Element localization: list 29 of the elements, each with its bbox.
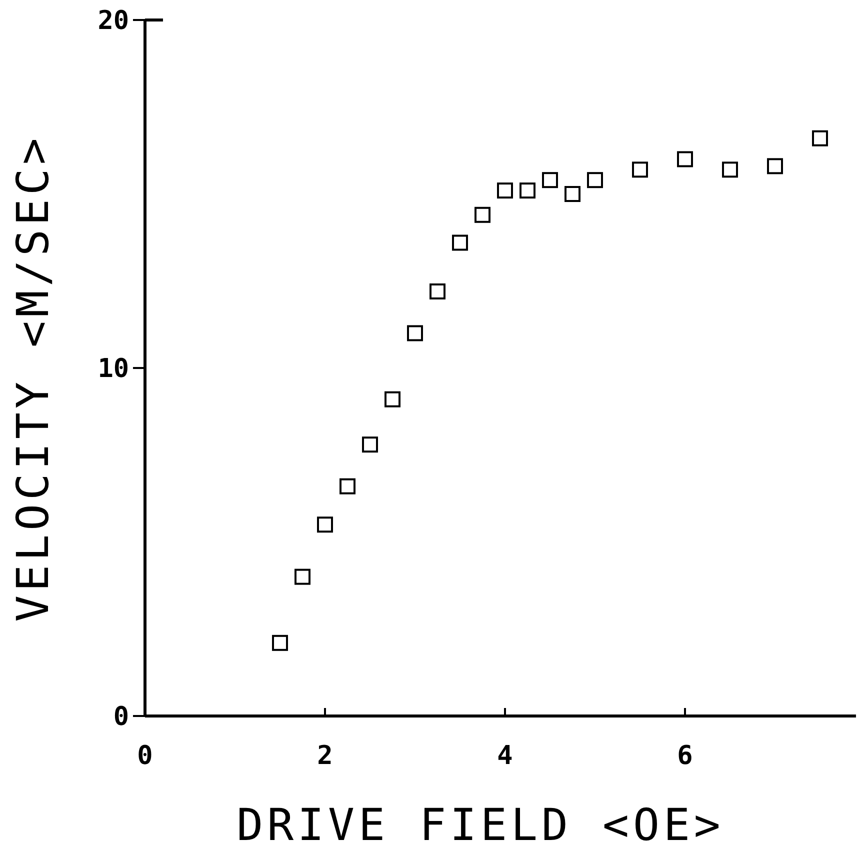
point	[632, 162, 648, 178]
point	[564, 186, 580, 202]
point	[767, 158, 783, 174]
x-tick-label: 2	[317, 741, 333, 771]
point	[677, 151, 693, 168]
point	[587, 172, 603, 188]
point	[474, 206, 490, 223]
point	[812, 130, 828, 146]
point	[362, 436, 378, 453]
y-tick-label: 0	[113, 702, 129, 732]
point	[317, 516, 333, 533]
x-tick-label: 6	[677, 741, 693, 771]
y-axis-title: VELOCITY <M/SEC>	[8, 134, 59, 622]
point	[272, 634, 288, 651]
x-axis-title: DRIVE FIELD <OE>	[236, 800, 724, 851]
point	[430, 283, 446, 300]
point	[340, 478, 356, 494]
x-tick-label: 4	[497, 741, 513, 771]
point	[722, 162, 738, 178]
point	[542, 172, 558, 188]
point	[497, 182, 513, 199]
point	[452, 234, 468, 251]
y-tick-label: 10	[98, 354, 129, 384]
point	[520, 182, 536, 199]
point	[294, 568, 310, 585]
point	[407, 325, 423, 342]
point	[384, 391, 400, 408]
y-tick-label: 20	[98, 6, 129, 36]
x-tick-label: 0	[137, 741, 153, 771]
